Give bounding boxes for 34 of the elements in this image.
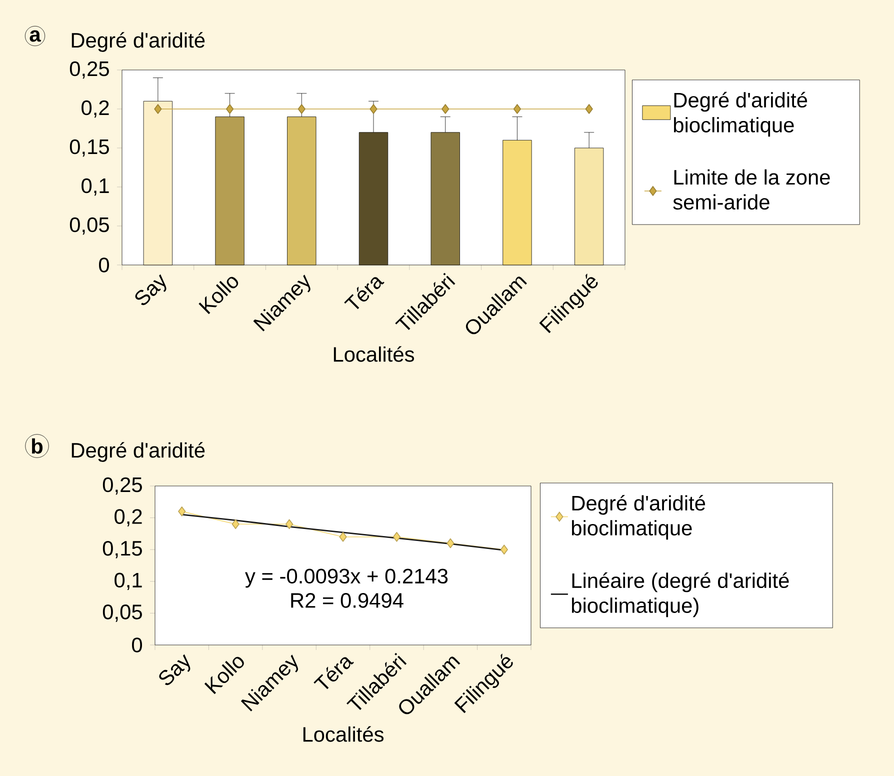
annotation: y = -0.0093x + 0.2143 — [245, 568, 448, 588]
point — [286, 519, 294, 530]
y-tick-label: 0,15 — [102, 540, 142, 558]
y-tick-label: 0 — [99, 258, 110, 272]
y-axis-title: Degré d'aridité — [72, 32, 205, 52]
y-axis-title: Degré d'aridité — [72, 442, 205, 462]
y-tick-label: 0,15 — [70, 139, 109, 157]
x-tick-label: Say — [135, 274, 166, 306]
x-axis-title: Localités — [303, 726, 384, 742]
point — [446, 538, 454, 548]
y-tick-label: 0,25 — [102, 477, 142, 495]
point — [339, 532, 347, 542]
legend-label: Degré d'aridité bioclimatique — [674, 92, 808, 137]
chart-title: a — [30, 30, 41, 42]
y-tick-label: 0,2 — [114, 509, 142, 526]
x-tick-label: Say — [159, 654, 190, 686]
y-tick-label: 0,25 — [70, 61, 109, 79]
legend-label: Limite de la zone semi-aride — [673, 169, 830, 210]
y-tick-label: 0,1 — [82, 178, 109, 196]
point — [500, 544, 508, 554]
x-tick-label: Téra — [344, 277, 384, 310]
annotation: R2 = 0.9494 — [291, 593, 404, 608]
legend-label: Linéaire (degré d'aridité bioclimatique) — [572, 572, 789, 618]
y-tick-label: 0,05 — [70, 217, 109, 235]
legend-label: Degré d'aridité bioclimatique — [572, 494, 706, 540]
y-tick-label: 0,1 — [114, 572, 142, 590]
x-axis-title: Localités — [334, 346, 414, 362]
chart-title: b — [32, 438, 43, 454]
y-tick-label: 0,2 — [82, 100, 109, 118]
point — [232, 519, 240, 530]
y-tick-label: 0,05 — [102, 604, 142, 622]
point — [392, 532, 400, 542]
point — [178, 506, 186, 516]
y-tick-label: 0 — [132, 638, 142, 652]
